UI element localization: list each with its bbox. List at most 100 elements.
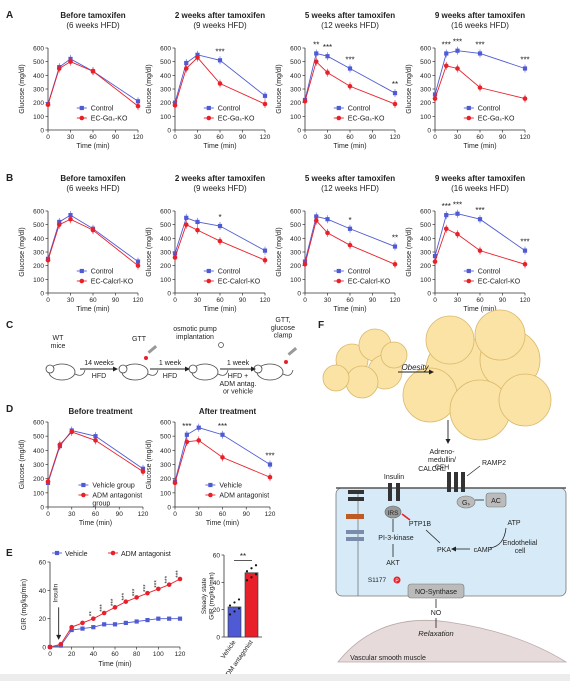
x-tick-label-line: 120: [133, 297, 144, 304]
bar-y-tick-label-line: 20: [213, 607, 221, 614]
timeline-arrow-2-head: [185, 366, 190, 372]
y-tick-label: 0: [40, 505, 44, 512]
data-point-ko: [347, 242, 353, 248]
y-tick-label-line: 0: [40, 505, 44, 512]
mouse-tail: [282, 369, 294, 376]
bar-dot: [237, 598, 241, 601]
y-tick-label: 600: [420, 209, 431, 216]
legend-label-ko: EC-Gαₛ-KO: [218, 116, 255, 123]
data-point-ko: [262, 101, 268, 107]
significance-mark-line: ***: [175, 570, 182, 578]
x-tick-label-line: 80: [133, 651, 141, 658]
y-tick-label-line: 0: [40, 291, 44, 298]
x-axis-label: Time (min): [98, 661, 131, 668]
data-point-control: [262, 93, 268, 98]
legend-label-control: Vehicle: [219, 483, 242, 490]
x-tick-label: 30: [194, 297, 202, 304]
significance-mark: *: [218, 213, 221, 222]
data-point-ko: [45, 102, 51, 108]
significance-mark: ***: [164, 575, 171, 583]
data-point-ko: [267, 474, 273, 480]
mouse-icon-1: [45, 363, 86, 381]
irs-protein: [384, 505, 402, 519]
x-tick-label-line: 0: [173, 297, 177, 304]
y-tick-label: 400: [160, 448, 171, 455]
legend-label-ko: ADM antagonist: [219, 493, 269, 500]
subplot-2: After treatment 0 100 200 300 400 500 600 0 30 60 9…: [146, 407, 276, 527]
data-point-vehicle: [145, 617, 150, 623]
data-point-control: [195, 219, 200, 225]
y-axis-label-line: Glucose (mg/dl): [406, 64, 413, 113]
junction-protein: [348, 490, 364, 494]
y-tick-label-line: 0: [297, 128, 301, 135]
y-axis-label: Glucose (mg/dl): [19, 440, 26, 489]
y-tick-label: 0: [167, 291, 171, 298]
legend-label-control-line: Control: [478, 106, 501, 113]
legend-marker-vehicle: [54, 550, 60, 556]
y-tick-label: 400: [290, 73, 301, 80]
data-point-ko: [172, 103, 178, 108]
data-point-ko: [347, 83, 353, 89]
subplot-subtitle: (16 weeks HFD): [451, 184, 509, 193]
subplot-title: Before tamoxifen: [60, 11, 125, 20]
legend-label-control: Control: [348, 269, 371, 276]
data-point-ko: [90, 227, 96, 233]
x-tick-label: 90: [369, 134, 377, 141]
data-point-antagonist: [134, 595, 139, 600]
phospho-label: P: [395, 579, 399, 585]
y-tick-label: 200: [420, 263, 431, 270]
data-point-ko: [184, 439, 190, 445]
y-axis-label-line: Glucose (mg/dl): [19, 227, 26, 276]
y-tick-label: 0: [40, 291, 44, 298]
subplot-4: 9 weeks after tamoxifen(16 weeks HFD) 0 10…: [406, 11, 531, 150]
y-axis-label: Glucose (mg/dl): [146, 227, 153, 276]
y-tick-label-line: 0: [427, 128, 431, 135]
data-point-control: [392, 91, 398, 96]
significance-mark: ***: [99, 604, 106, 612]
subplot-subtitle: (12 weeks HFD): [321, 184, 379, 193]
bar-dot: [228, 613, 232, 616]
data-point-ko: [325, 230, 330, 236]
endothelial-cell-label: Endothelial cell: [503, 540, 538, 555]
panel-f: F Obesity Adreno-medullin/CFH Endothelial ce…: [318, 309, 568, 663]
y-tick-label-line: 40: [39, 588, 47, 595]
wt-mice-label: WT mice: [51, 335, 66, 350]
y-tick-label-line: 400: [290, 73, 301, 80]
significance-mark-line: **: [88, 611, 95, 617]
y-tick-label-line: 200: [160, 263, 171, 270]
significance-mark: ***: [215, 47, 224, 56]
bar-y-tick-label-line: 40: [213, 580, 221, 587]
y-tick-label-line: 200: [420, 263, 431, 270]
ramp2-label-line: RAMP2: [482, 460, 506, 467]
subplot-1: Before tamoxifen(6 weeks HFD)01002003004…: [19, 174, 144, 313]
data-point-ko: [68, 59, 73, 64]
bar-dot: [245, 570, 249, 573]
y-axis-label: Glucose (mg/dl): [146, 440, 153, 489]
data-point-ko: [56, 222, 62, 227]
y-tick-label: 500: [290, 59, 301, 66]
y-tick-label: 0: [167, 128, 171, 135]
series-line-control: [47, 58, 139, 105]
large-adipocyte: [402, 367, 458, 423]
x-tick-label: 60: [219, 511, 227, 518]
x-tick-label: 60: [346, 297, 354, 304]
y-tick-label: 100: [160, 277, 171, 284]
mouse-tail: [147, 369, 159, 376]
y-tick-label: 600: [160, 420, 171, 427]
x-axis-label: Time (min): [76, 306, 109, 313]
significance-mark: ***: [345, 56, 354, 65]
legend-marker-ko: [79, 278, 85, 284]
legend-label-antagonist-line: ADM antagonist: [121, 551, 171, 558]
timeline-arrow-3-top-label-line: 1 week: [227, 360, 250, 367]
y-tick-label-line: 300: [160, 87, 171, 94]
pump-label-line: osmotic pump: [173, 326, 217, 333]
data-point-ko: [172, 255, 178, 260]
data-point-antagonist: [156, 586, 161, 592]
y-tick-label-line: 200: [33, 263, 44, 270]
adrenomedullin-label-line: CFH: [435, 465, 449, 472]
timeline-arrow-3-head: [251, 366, 256, 372]
y-tick-label: 0: [42, 645, 46, 652]
data-point-control: [267, 462, 273, 467]
significance-mark: ***: [265, 452, 274, 461]
legend-label-ko-line: EC-Gαₛ-KO: [478, 116, 515, 123]
